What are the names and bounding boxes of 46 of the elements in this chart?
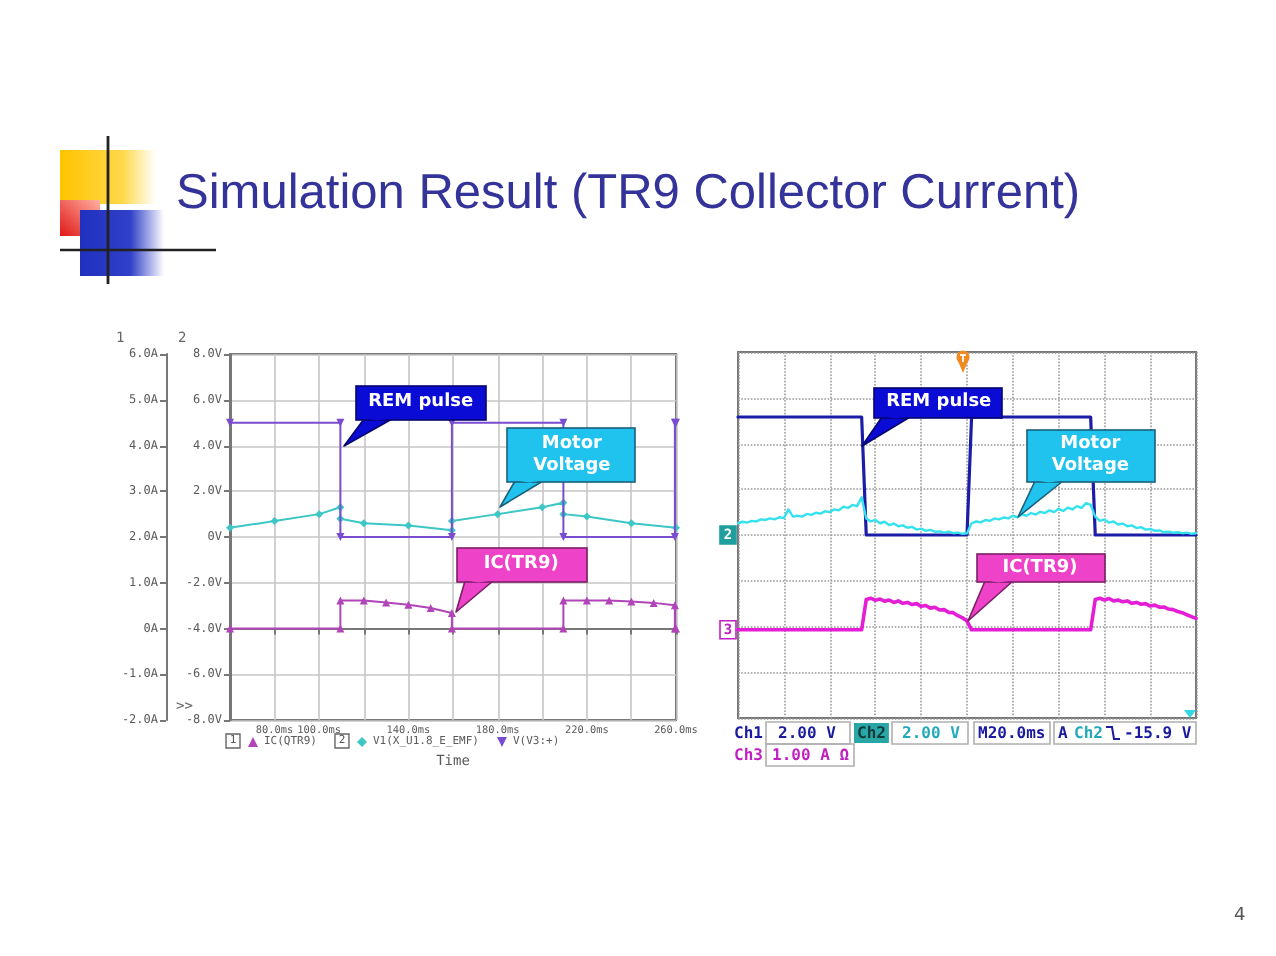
point: [447, 608, 456, 617]
point: [226, 523, 234, 532]
series-label: IC(TR9): [976, 554, 1104, 583]
point: [426, 603, 435, 612]
point: [559, 596, 568, 605]
point: [670, 533, 679, 541]
point: [447, 624, 456, 633]
point: [627, 597, 636, 606]
point: [538, 503, 547, 512]
text: 2.00 V: [902, 724, 961, 742]
text: -15.9 V: [1124, 724, 1192, 742]
point: [315, 510, 324, 519]
point: [605, 596, 614, 605]
point: [226, 418, 234, 427]
point: [670, 601, 679, 610]
annotation: IC(TR9): [456, 548, 587, 582]
text: 1.00 A Ω: [772, 746, 850, 764]
text: 2.00 V: [778, 724, 837, 742]
text: Ch3: [734, 746, 764, 764]
series-label: Motor Voltage: [1026, 430, 1155, 483]
text: Ch2: [1074, 724, 1104, 742]
point: [493, 510, 502, 519]
point: [270, 516, 279, 525]
text: 4: [1234, 906, 1246, 926]
annotation: Motor Voltage: [507, 428, 636, 483]
point: [559, 624, 568, 633]
text: A: [1058, 724, 1068, 742]
point: [336, 596, 345, 605]
point: [582, 596, 591, 605]
chart-title: Simulation Result (TR9 Collector Current): [176, 166, 1081, 220]
point: [649, 598, 658, 607]
point: [582, 512, 591, 521]
text: Ch2: [857, 724, 887, 742]
point: [359, 596, 368, 605]
point: [559, 533, 568, 541]
text: M20.0ms: [978, 724, 1046, 742]
point: [336, 624, 345, 633]
text: Ch1: [734, 724, 764, 742]
series-label: REM pulse: [874, 388, 1003, 419]
point: [404, 600, 413, 609]
annotation: REM pulse: [355, 385, 486, 420]
point: [336, 533, 345, 541]
point: [627, 519, 636, 528]
point: [359, 519, 368, 528]
point: [404, 521, 413, 530]
point: [447, 533, 456, 541]
